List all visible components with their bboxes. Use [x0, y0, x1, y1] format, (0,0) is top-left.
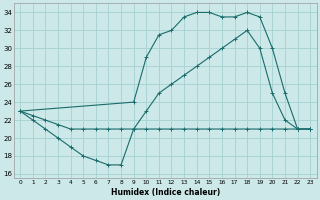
- X-axis label: Humidex (Indice chaleur): Humidex (Indice chaleur): [111, 188, 220, 197]
